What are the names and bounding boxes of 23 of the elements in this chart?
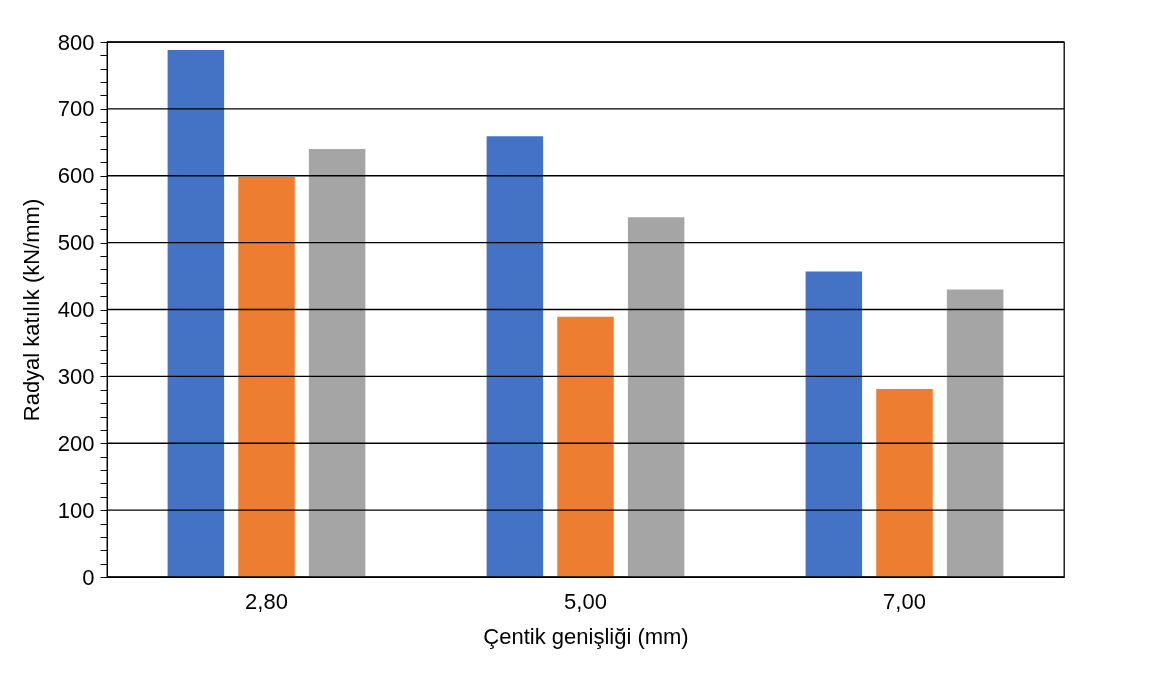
y-tick-label: 100 [57, 497, 95, 523]
y-tick-label: 200 [57, 430, 95, 456]
x-tick-label: 5,00 [564, 588, 607, 614]
bar [876, 389, 933, 577]
bar [238, 177, 295, 577]
bar [946, 289, 1004, 577]
x-tick-label: 7,00 [883, 588, 926, 614]
bar [167, 50, 225, 577]
y-tick-label: 0 [82, 564, 95, 590]
x-tick-label: 2,80 [245, 588, 288, 614]
bar [308, 149, 366, 577]
y-tick-label: 400 [57, 297, 95, 322]
bar [486, 136, 544, 577]
y-tick-label: 800 [57, 29, 95, 55]
y-tick-label: 300 [57, 363, 95, 389]
y-tick-label: 700 [57, 96, 95, 122]
bar [627, 217, 685, 577]
x-axis-title: Çentik genişliği (mm) [483, 623, 689, 649]
y-axis-title: Radyal katılık (kN/mm) [18, 198, 44, 422]
bar [805, 271, 863, 577]
y-tick-label: 500 [57, 230, 95, 256]
y-tick-label: 600 [57, 163, 95, 189]
bar [557, 316, 614, 577]
